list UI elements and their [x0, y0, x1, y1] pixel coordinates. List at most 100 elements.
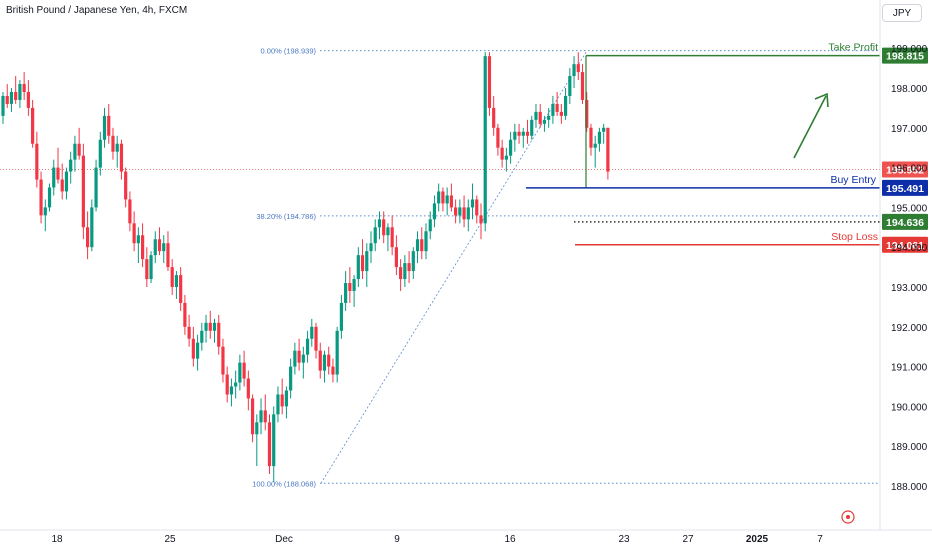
- candle: [238, 354, 242, 391]
- candle-body: [331, 366, 335, 375]
- candle-body: [225, 374, 229, 395]
- candle: [145, 247, 149, 287]
- buy-entry-price-tag: 195.491: [882, 179, 928, 196]
- candle: [5, 84, 9, 108]
- candle-body: [136, 235, 140, 244]
- buy-entry-price-tag-text: 195.491: [886, 183, 924, 195]
- candle-body: [81, 155, 85, 228]
- candle-body: [483, 56, 487, 224]
- x-tick-label: 27: [682, 534, 694, 545]
- candle: [563, 88, 568, 120]
- candle-body: [145, 259, 149, 280]
- candle: [534, 103, 538, 128]
- candle: [52, 159, 56, 196]
- candle-body: [394, 247, 398, 268]
- candle: [47, 183, 52, 212]
- candle: [318, 342, 322, 379]
- candle-body: [373, 227, 377, 244]
- candle: [136, 227, 140, 264]
- candle-body: [335, 330, 339, 375]
- candle: [580, 64, 585, 104]
- candle: [356, 247, 360, 287]
- candle: [559, 103, 563, 124]
- candle-body: [267, 422, 272, 467]
- currency-selector[interactable]: JPY: [882, 4, 922, 22]
- candle: [470, 183, 475, 220]
- candle-body: [589, 127, 593, 148]
- candle: [35, 131, 39, 188]
- candle-body: [1, 95, 5, 116]
- candle-body: [559, 111, 563, 116]
- candle-body: [521, 131, 525, 136]
- bullish-arrow-icon[interactable]: [793, 92, 829, 159]
- candle-body: [56, 167, 60, 180]
- candle: [297, 338, 301, 371]
- fib-trend-line[interactable]: [320, 50, 588, 484]
- candle: [525, 119, 530, 144]
- candle-body: [276, 394, 280, 415]
- y-tick-label: 189.000: [891, 442, 928, 453]
- last-price-tag: 195.952: [882, 161, 928, 178]
- candle-body: [86, 227, 90, 248]
- candle: [301, 346, 305, 379]
- candle-body: [428, 219, 432, 232]
- target-icon[interactable]: [841, 510, 855, 524]
- candle: [255, 414, 259, 467]
- candle-body: [60, 179, 64, 192]
- candle-body: [73, 143, 77, 160]
- candle: [305, 330, 310, 363]
- candle: [234, 370, 238, 399]
- candle-body: [576, 64, 580, 73]
- candle-body: [234, 382, 238, 387]
- candle-body: [170, 267, 174, 287]
- candle-body: [98, 139, 102, 168]
- candle-body: [102, 115, 107, 140]
- candle-body: [200, 330, 204, 343]
- candle: [183, 294, 187, 335]
- candle: [107, 103, 111, 144]
- candle: [496, 123, 500, 156]
- candle-body: [386, 227, 390, 236]
- candle-body: [52, 167, 56, 188]
- candle-body: [327, 354, 331, 367]
- time-axis: 18 25 Dec 9 16 23 27 2025 7: [0, 529, 932, 545]
- candle-body: [149, 255, 153, 280]
- candle-body: [382, 219, 386, 236]
- candle-body: [504, 155, 508, 160]
- candle: [140, 223, 145, 268]
- candle-body: [238, 362, 242, 383]
- candle: [208, 310, 212, 339]
- fib-level-label: 38.20% (194.786): [256, 212, 316, 221]
- candle: [170, 259, 174, 295]
- candle-body: [411, 251, 415, 272]
- candle: [81, 143, 85, 240]
- candle: [102, 107, 107, 148]
- candle-body: [348, 283, 352, 291]
- take-profit-price-tag-bg: [882, 47, 928, 64]
- candle: [94, 159, 98, 212]
- candle: [492, 95, 496, 136]
- candle: [602, 123, 606, 144]
- candle-body: [475, 199, 479, 216]
- candle-body: [365, 251, 369, 272]
- candle-body: [547, 115, 551, 120]
- candle: [272, 406, 276, 483]
- candle: [212, 318, 217, 343]
- candle-body: [318, 350, 322, 371]
- stop-loss-price-tag-text: 194.061: [886, 240, 924, 252]
- candle: [64, 167, 69, 200]
- take-profit-price-tag-text: 198.815: [886, 51, 924, 63]
- candle: [390, 215, 394, 256]
- candle: [352, 275, 356, 307]
- candle: [454, 199, 458, 224]
- candle: [479, 203, 483, 240]
- candle: [242, 350, 246, 387]
- candle: [132, 211, 136, 252]
- candle: [377, 211, 382, 240]
- candle-body: [356, 255, 360, 280]
- candle: [445, 187, 449, 216]
- candle: [153, 231, 157, 264]
- candle-body: [18, 84, 22, 100]
- candle-body: [415, 239, 420, 252]
